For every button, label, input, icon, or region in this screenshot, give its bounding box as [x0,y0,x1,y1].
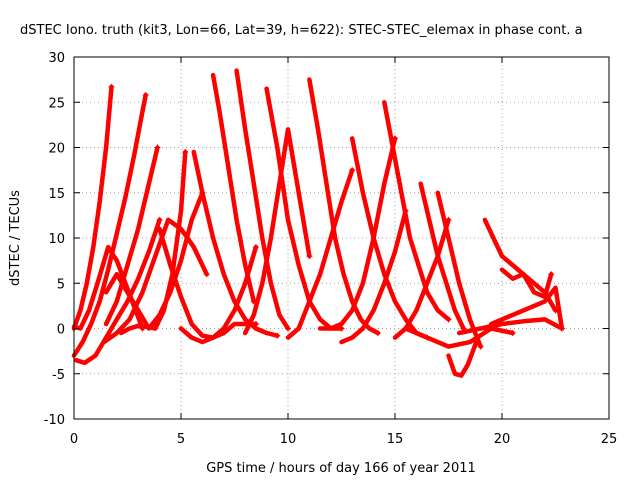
x-axis-label: GPS time / hours of day 166 of year 2011 [206,461,476,476]
series-end-marker [285,325,291,332]
series-line-1 [71,84,114,331]
series-end-marker [252,244,259,251]
y-tick-label: 5 [57,277,65,292]
y-tick-label: 30 [48,51,65,66]
series-line-12 [210,72,257,304]
series-line-21 [382,100,451,322]
y-tick-label: -10 [44,413,65,428]
series-end-marker [477,343,484,350]
series-line-22 [392,217,451,340]
series-end-marker [445,316,452,323]
series-end-marker [509,330,516,337]
x-tick-label: 25 [601,432,618,447]
series-line-13 [234,68,291,331]
y-tick-label: 20 [48,142,65,157]
series-line-29 [499,267,554,300]
series-line-28 [489,285,565,331]
series-end-marker [156,216,163,223]
series-line-8 [118,149,188,336]
x-tick-label: 20 [494,432,511,447]
series-end-marker [142,92,149,99]
series-line-26 [403,326,515,349]
series-line-27 [482,217,558,313]
series-end-marker [374,330,381,337]
series-end-marker [108,83,115,90]
y-tick-label: 25 [48,96,65,111]
x-tick-label: 10 [280,432,297,447]
series-end-marker [349,167,356,174]
series-line-30 [456,317,565,336]
x-tick-label: 5 [177,432,185,447]
series-line-4 [73,217,162,366]
series-end-marker [338,325,345,332]
x-tick-label: 15 [387,432,404,447]
chart-title: dSTEC Iono. truth (kit3, Lon=66, Lat=39,… [20,23,583,38]
y-axis-label: dSTEC / TECUs [8,190,23,286]
series-line-25 [446,339,479,378]
grid [74,57,609,419]
series-end-marker [558,325,565,332]
series-end-marker [306,253,313,260]
series-line-10 [178,244,259,345]
series-line-9 [157,226,259,340]
series-end-marker [182,149,189,156]
y-tick-label: -5 [52,368,65,383]
series-end-marker [274,332,281,339]
series-end-marker [203,271,210,278]
series-line-23 [418,181,466,331]
series-line-19 [339,208,408,345]
series-end-marker [548,271,555,278]
y-tick-label: 10 [48,232,65,247]
series-line-7 [103,190,205,331]
y-tick-label: 15 [48,187,65,202]
series-end-marker [154,144,161,151]
series-line-16 [285,167,355,340]
series-line-5 [103,145,160,327]
series-line-14 [242,127,312,336]
series-line-6 [101,217,209,345]
data-series [71,68,565,378]
x-tick-label: 0 [70,432,78,447]
series-line-18 [317,136,398,331]
axis-ticks: -10 -5 0 5 10 15 20 25 30 0 5 10 15 20 25 [44,51,618,447]
y-tick-label: 0 [57,323,65,338]
series-line-11 [191,149,280,338]
